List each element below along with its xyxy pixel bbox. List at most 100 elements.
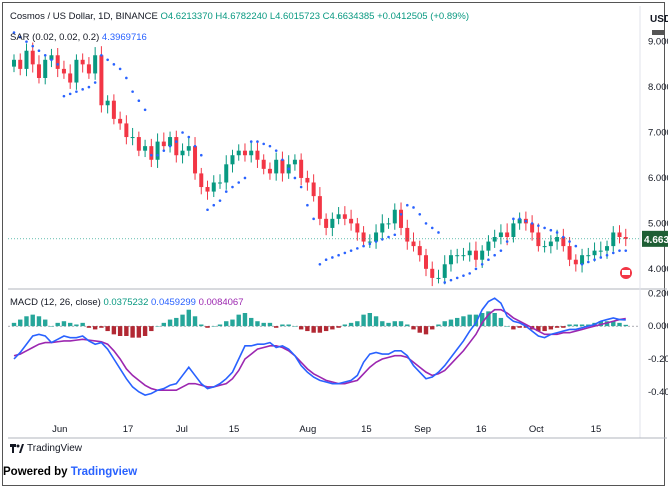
macd-axis-tick: -0.200 — [648, 354, 668, 365]
macd-histogram-bar — [280, 324, 285, 327]
candle-body — [280, 159, 285, 174]
sar-point — [437, 231, 440, 234]
candle-body — [374, 232, 379, 242]
macd-histogram-bar — [211, 326, 216, 327]
macd-histogram-bar — [498, 317, 504, 327]
candle-body — [473, 250, 478, 260]
sar-point — [349, 249, 353, 252]
sar-label: SAR (0.02, 0.02, 0.2) — [10, 32, 100, 43]
sar-point — [530, 222, 534, 225]
candle-body — [105, 100, 110, 106]
sar-point — [455, 276, 459, 280]
macd-histogram-bar — [311, 326, 316, 333]
macd-line — [13, 297, 626, 396]
symbol-legend[interactable]: Cosmos / US Dollar, 1D, BINANCE O4.62133… — [10, 11, 469, 22]
price-axis-tick: 8.000 — [648, 82, 668, 93]
macd-histogram-bar — [74, 324, 79, 327]
macd-histogram-bar — [111, 326, 117, 335]
sar-point — [555, 231, 559, 234]
sar-point — [343, 251, 347, 255]
tradingview-logo[interactable]: TradingView — [10, 443, 82, 454]
time-axis-tick: Jun — [52, 424, 67, 435]
sar-point — [187, 135, 191, 139]
macd-histogram-bar — [517, 326, 522, 328]
candle-body — [342, 214, 347, 219]
macd-histogram-bar — [192, 316, 198, 327]
price-axis-tick: 9.000 — [648, 37, 668, 48]
sar-point — [430, 226, 434, 230]
sar-point — [293, 176, 297, 180]
sar-point — [262, 142, 265, 146]
macd-histogram-bar — [55, 322, 60, 327]
sar-point — [368, 242, 372, 246]
tradingview-logo-text: TradingView — [27, 443, 83, 454]
sar-point — [75, 90, 78, 93]
candle-body — [68, 73, 73, 83]
candle-body — [592, 250, 597, 256]
candle-body — [324, 218, 329, 228]
candle-body — [480, 250, 485, 260]
macd-histogram-bar — [348, 322, 354, 327]
candle-body — [498, 232, 503, 238]
macd-histogram-bar — [442, 321, 447, 327]
candle-body — [12, 59, 16, 67]
sar-point — [274, 149, 278, 152]
macd-histogram-bar — [255, 321, 260, 327]
sar-point — [505, 240, 509, 243]
macd-hist-value: 0.0375232 — [103, 297, 149, 308]
candle-body — [168, 137, 173, 147]
price-axis-tick: 5.000 — [648, 218, 668, 229]
candle-body — [442, 264, 447, 278]
macd-histogram-bar — [430, 326, 435, 330]
sar-point — [168, 144, 172, 148]
candle-body — [386, 223, 391, 225]
price-axis-tick: 6.000 — [648, 173, 668, 184]
macd-histogram-bar — [473, 314, 479, 327]
candle-body — [317, 196, 322, 219]
macd-histogram-bar — [24, 316, 29, 327]
sar-point — [224, 190, 228, 193]
macd-axis-tick: 0.200 — [648, 288, 668, 299]
time-axis-tick: 15 — [361, 424, 372, 435]
macd-histogram-bar — [623, 324, 628, 327]
sar-point — [605, 253, 609, 257]
sar-point — [381, 237, 384, 241]
macd-histogram-bar — [230, 319, 235, 327]
macd-histogram-bar — [611, 321, 616, 327]
sar-point — [543, 226, 546, 230]
macd-histogram-bar — [61, 321, 67, 327]
change-value: +0.0412505 (+0.89%) — [377, 11, 469, 22]
macd-histogram-bar — [511, 326, 516, 330]
macd-histogram-bar — [136, 326, 142, 338]
time-axis-tick: Oct — [529, 424, 544, 435]
sar-point — [56, 63, 59, 66]
sar-legend[interactable]: SAR (0.02, 0.02, 0.2) 4.3969716 — [10, 32, 147, 43]
macd-legend[interactable]: MACD (12, 26, close) 0.0375232 0.0459299… — [10, 297, 244, 308]
candle-body — [424, 255, 428, 269]
candle-body — [486, 241, 491, 251]
powered-brand-link[interactable]: Tradingview — [70, 466, 138, 478]
macd-histogram-bar — [567, 324, 572, 327]
sar-point — [31, 44, 35, 48]
time-axis-tick: 15 — [591, 424, 602, 435]
macd-histogram-bar — [273, 326, 279, 328]
sar-point — [405, 203, 409, 207]
candle-body — [267, 168, 272, 174]
macd-histogram-bar — [36, 316, 42, 327]
sar-point — [212, 203, 216, 207]
candle-body — [436, 277, 441, 279]
macd-histogram-bar — [174, 317, 179, 327]
sar-point — [412, 206, 415, 209]
sar-point — [618, 249, 621, 252]
candle-body — [118, 118, 123, 124]
high-value: H4.6782240 — [215, 11, 268, 22]
sar-point — [37, 49, 41, 53]
candle-body — [455, 255, 460, 257]
sar-point — [193, 144, 197, 148]
macd-histogram-bar — [561, 326, 566, 328]
candle-body — [448, 255, 453, 265]
macd-histogram-bar — [43, 319, 48, 327]
time-axis-tick: 15 — [229, 424, 240, 435]
candle-body — [411, 241, 416, 247]
